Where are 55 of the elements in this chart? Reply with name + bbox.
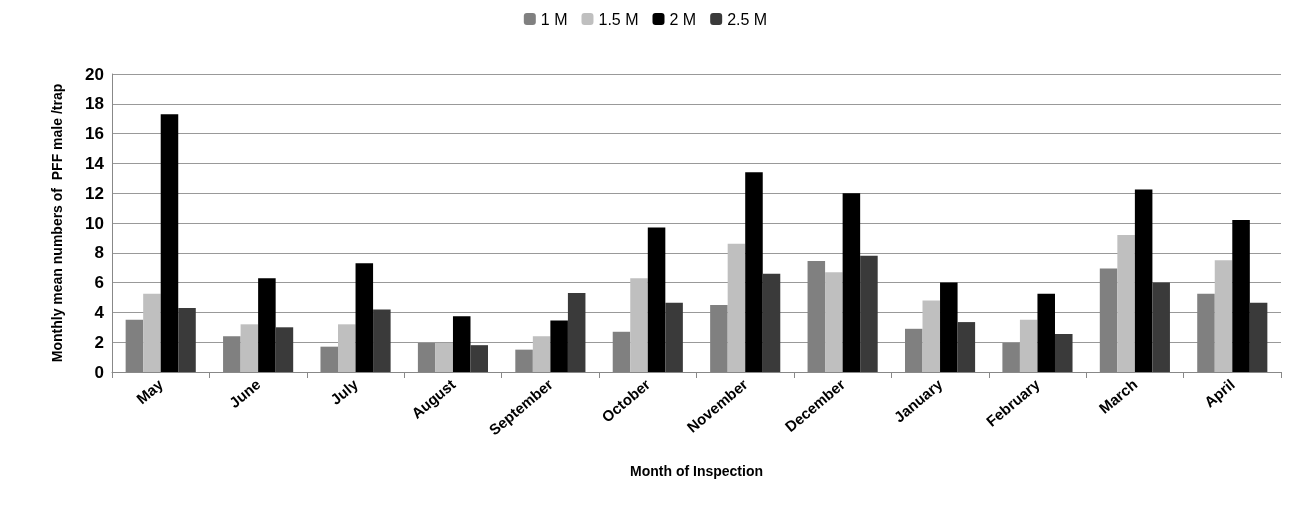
bar: [665, 302, 683, 372]
y-tick-label: 0: [94, 362, 104, 382]
bar: [532, 336, 551, 372]
y-tick-label: 20: [85, 64, 104, 84]
bar: [338, 324, 356, 372]
bar: [1214, 260, 1233, 372]
y-tick-label: 14: [85, 153, 105, 173]
legend-label: 2 M: [669, 10, 697, 28]
legend-label: 1.5 M: [598, 10, 639, 28]
bar: [258, 278, 276, 372]
y-tick-label: 16: [85, 124, 104, 144]
bar: [160, 114, 179, 372]
bar: [373, 309, 391, 372]
bar: [435, 342, 453, 372]
bar: [825, 272, 843, 372]
y-axis-title: Monthly mean numbers of PFF male /trap: [49, 83, 65, 363]
bar: [860, 255, 878, 372]
bar: [957, 322, 976, 372]
bar: [1037, 293, 1055, 372]
y-tick-label: 12: [85, 183, 104, 203]
bar: [567, 293, 586, 372]
bar: [630, 278, 648, 372]
bar: [940, 282, 958, 372]
bar: [470, 345, 489, 372]
bar: [727, 243, 746, 372]
bar: [922, 300, 941, 372]
x-axis-title: Month of Inspection: [630, 463, 763, 479]
y-tick-label: 2: [94, 332, 104, 352]
bar: [762, 273, 781, 372]
bar: [1134, 189, 1153, 372]
bar: [178, 307, 196, 372]
x-tick-label: May: [132, 375, 167, 408]
bar: [240, 324, 259, 372]
y-tick-label: 4: [94, 302, 105, 322]
y-tick-label: 10: [85, 213, 104, 233]
y-tick-label: 6: [94, 273, 104, 293]
bar: [550, 320, 568, 372]
x-tick-label: July: [327, 375, 362, 408]
bar: [842, 193, 861, 372]
bar: [647, 227, 666, 372]
y-tick-label: 18: [85, 94, 104, 114]
bar: [143, 293, 161, 372]
bar: [452, 316, 471, 372]
y-tick-label: 8: [94, 243, 104, 263]
bar: [1019, 319, 1038, 372]
bar: [745, 172, 763, 372]
bar: [1054, 334, 1073, 372]
bar: [1249, 302, 1268, 372]
bar: [1117, 234, 1135, 372]
bar: [355, 263, 374, 372]
bar: [1232, 220, 1250, 372]
bar: [1152, 282, 1170, 372]
bar: [275, 327, 294, 372]
legend-label: 2.5 M: [727, 10, 768, 28]
legend-label: 1 M: [540, 10, 568, 28]
